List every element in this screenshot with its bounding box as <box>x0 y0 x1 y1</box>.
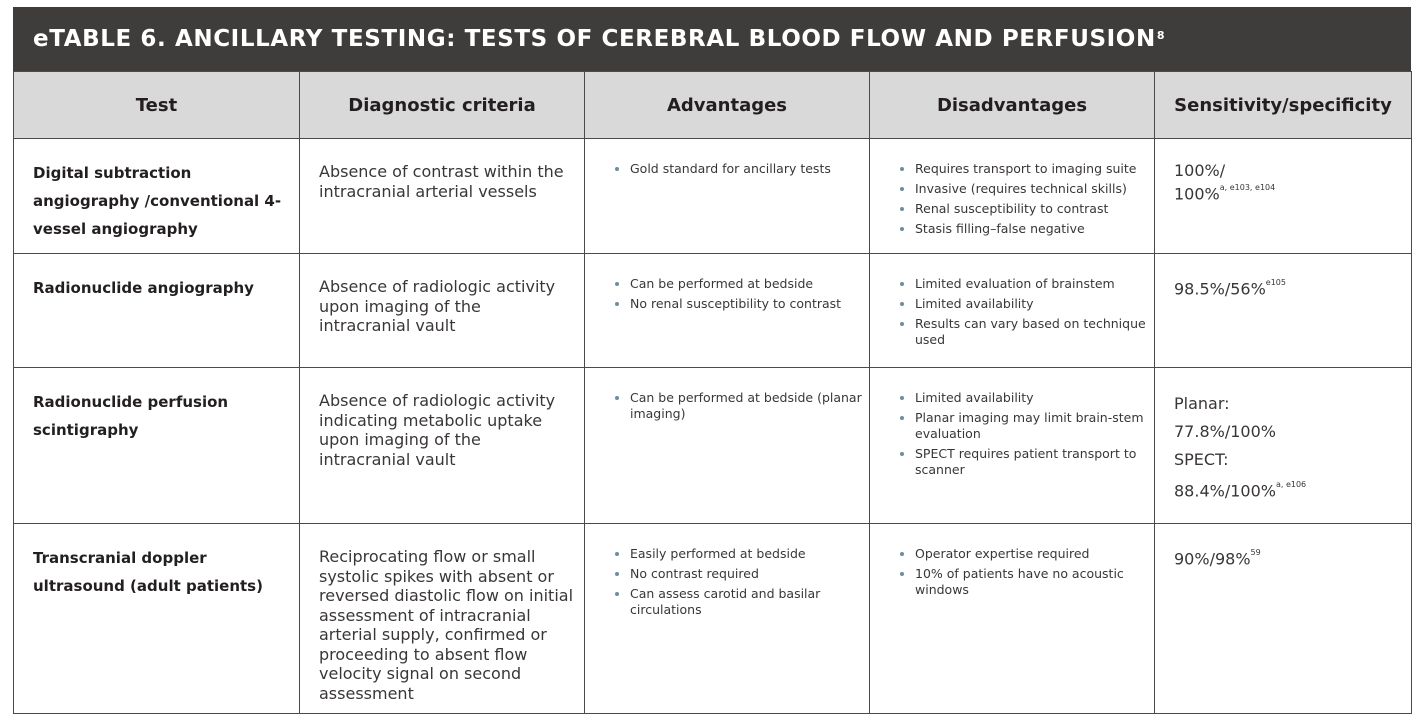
sensitivity-reference: 59 <box>1250 548 1261 557</box>
list-item: Renal susceptibility to contrast <box>915 201 1148 217</box>
list-item: Limited availability <box>915 296 1148 312</box>
list-item: Can assess carotid and basilar circulati… <box>630 586 863 618</box>
advantages-cell: Easily performed at bedside No contrast … <box>584 523 870 714</box>
table-title: eTABLE 6. ANCILLARY TESTING: TESTS OF CE… <box>13 7 1411 71</box>
list-item: Invasive (requires technical skills) <box>915 181 1148 197</box>
test-name: Radionuclide angiography <box>13 253 300 368</box>
list-item: Stasis filling–false negative <box>915 221 1148 237</box>
table-row: Radionuclide angiography Absence of radi… <box>13 253 1412 368</box>
list-item: Limited evaluation of brainstem <box>915 276 1148 292</box>
list-item: Easily performed at bedside <box>630 546 863 562</box>
sensitivity-value: 100% <box>1174 184 1220 204</box>
list-item: Can be performed at bedside <box>630 276 863 292</box>
sensitivity-value: 100%/ <box>1174 161 1226 180</box>
sensitivity-cell: Planar: 77.8%/100% SPECT: 88.4%/100%a, e… <box>1154 367 1412 524</box>
list-item: Requires transport to imaging suite <box>915 161 1148 177</box>
advantages-list: Can be performed at bedside (planar imag… <box>615 390 863 422</box>
header-row: Test Diagnostic criteria Advantages Disa… <box>13 71 1412 139</box>
ancillary-testing-table: Test Diagnostic criteria Advantages Disa… <box>13 71 1412 714</box>
disadvantages-list: Requires transport to imaging suite Inva… <box>900 161 1148 237</box>
sensitivity-value: 88.4%/100% <box>1174 481 1276 501</box>
diagnostic-criteria: Absence of radiologic activity indicatin… <box>299 367 585 524</box>
test-name: Radionuclide perfusion scintigraphy <box>13 367 300 524</box>
column-header-disadvantages: Disadvantages <box>869 71 1155 139</box>
diagnostic-criteria: Reciprocating flow or small systolic spi… <box>299 523 585 714</box>
list-item: Limited availability <box>915 390 1148 406</box>
sensitivity-reference: e105 <box>1265 278 1286 287</box>
list-item: 10% of patients have no acoustic windows <box>915 566 1148 598</box>
disadvantages-cell: Operator expertise required 10% of patie… <box>869 523 1155 714</box>
sensitivity-cell: 100%/ 100%a, e103, e104 <box>1154 138 1412 254</box>
list-item: No contrast required <box>630 566 863 582</box>
sensitivity-value: 90%/98% <box>1174 549 1251 569</box>
table-row: Transcranial doppler ultrasound (adult p… <box>13 523 1412 714</box>
table-row: Digital subtraction angiography /convent… <box>13 138 1412 254</box>
test-name: Transcranial doppler ultrasound (adult p… <box>13 523 300 714</box>
disadvantages-cell: Limited availability Planar imaging may … <box>869 367 1155 524</box>
disadvantages-list: Limited evaluation of brainstem Limited … <box>900 276 1148 348</box>
test-name: Digital subtraction angiography /convent… <box>13 138 300 254</box>
list-item: No renal susceptibility to contrast <box>630 296 863 312</box>
disadvantages-cell: Limited evaluation of brainstem Limited … <box>869 253 1155 368</box>
disadvantages-list: Operator expertise required 10% of patie… <box>900 546 1148 598</box>
title-text: eTABLE 6. ANCILLARY TESTING: TESTS OF CE… <box>33 26 1156 52</box>
column-header-test: Test <box>13 71 300 139</box>
advantages-cell: Can be performed at bedside (planar imag… <box>584 367 870 524</box>
title-reference: 8 <box>1156 28 1166 42</box>
column-header-criteria: Diagnostic criteria <box>299 71 585 139</box>
sensitivity-label: SPECT: <box>1174 450 1229 469</box>
sensitivity-reference: a, e106 <box>1275 480 1307 489</box>
diagnostic-criteria: Absence of contrast within the intracran… <box>299 138 585 254</box>
list-item: SPECT requires patient transport to scan… <box>915 446 1148 478</box>
column-header-advantages: Advantages <box>584 71 870 139</box>
list-item: Can be performed at bedside (planar imag… <box>630 390 863 422</box>
disadvantages-cell: Requires transport to imaging suite Inva… <box>869 138 1155 254</box>
disadvantages-list: Limited availability Planar imaging may … <box>900 390 1148 478</box>
column-header-sensitivity: Sensitivity/specificity <box>1154 71 1412 139</box>
sensitivity-value: 77.8%/100% <box>1174 422 1276 441</box>
table-row: Radionuclide perfusion scintigraphy Abse… <box>13 367 1412 524</box>
list-item: Gold standard for ancillary tests <box>630 161 863 177</box>
advantages-cell: Can be performed at bedside No renal sus… <box>584 253 870 368</box>
diagnostic-criteria: Absence of radiologic activity upon imag… <box>299 253 585 368</box>
sensitivity-cell: 98.5%/56%e105 <box>1154 253 1412 368</box>
sensitivity-label: Planar: <box>1174 394 1230 413</box>
advantages-list: Easily performed at bedside No contrast … <box>615 546 863 618</box>
advantages-list: Gold standard for ancillary tests <box>615 161 863 177</box>
advantages-cell: Gold standard for ancillary tests <box>584 138 870 254</box>
list-item: Planar imaging may limit brain-stem eval… <box>915 410 1148 442</box>
sensitivity-value: 98.5%/56% <box>1174 279 1266 299</box>
sensitivity-cell: 90%/98%59 <box>1154 523 1412 714</box>
list-item: Results can vary based on technique used <box>915 316 1148 348</box>
list-item: Operator expertise required <box>915 546 1148 562</box>
advantages-list: Can be performed at bedside No renal sus… <box>615 276 863 312</box>
sensitivity-reference: a, e103, e104 <box>1219 183 1276 192</box>
